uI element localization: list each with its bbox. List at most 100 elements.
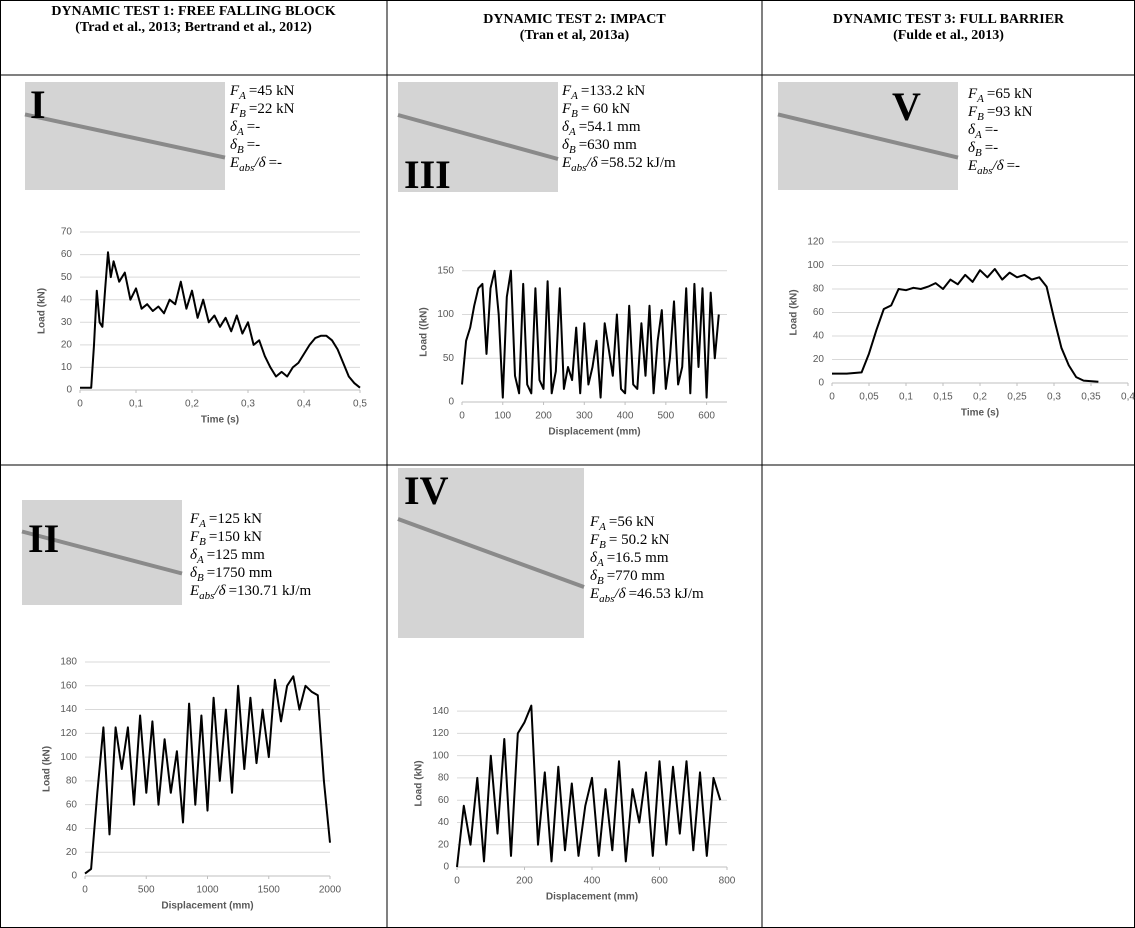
- y-tick-label: 40: [813, 331, 825, 342]
- param-value: =125 kN: [209, 511, 262, 527]
- param-subscript: B: [237, 144, 244, 156]
- y-tick-label: 100: [437, 309, 454, 320]
- x-tick-label: 2000: [319, 885, 342, 896]
- y-tick-label: 50: [443, 353, 455, 364]
- param-value: =-: [247, 119, 260, 135]
- y-axis-label: Load (kN): [789, 289, 800, 335]
- param-subscript: A: [974, 129, 982, 141]
- parameter: FB=22 kN: [229, 101, 295, 119]
- parameter: FA=56 kN: [589, 514, 655, 532]
- param-value: =65 kN: [987, 86, 1033, 102]
- param-subscript: A: [976, 93, 984, 105]
- parameter: FB= 60 kN: [561, 101, 630, 119]
- param-value: =45 kN: [249, 83, 295, 99]
- x-tick-label: 0,4: [297, 399, 311, 410]
- param-value: =93 kN: [987, 104, 1033, 120]
- parameter: δB=1750 mm: [190, 565, 273, 583]
- y-tick-label: 60: [66, 799, 78, 810]
- param-value: =770 mm: [607, 568, 665, 584]
- page: {"table":{"headers":[ {"title":"DYNAMIC …: [0, 0, 1135, 928]
- y-tick-label: 70: [61, 227, 73, 238]
- x-tick-label: 0,35: [1081, 392, 1101, 403]
- param-subscript: B: [599, 539, 606, 551]
- x-tick-label: 0,2: [185, 399, 199, 410]
- y-tick-label: 120: [807, 237, 824, 248]
- y-tick-label: 40: [66, 823, 78, 834]
- param-value: =-: [985, 140, 998, 156]
- param-value: =-: [269, 155, 282, 171]
- x-tick-label: 400: [617, 411, 634, 422]
- param-subscript: abs: [239, 162, 254, 174]
- photo-label: V: [892, 84, 921, 129]
- y-tick-label: 140: [432, 706, 449, 717]
- parameter: δA=-: [230, 119, 260, 137]
- y-tick-label: 180: [60, 657, 77, 668]
- parameter: FA=65 kN: [967, 86, 1033, 104]
- param-suffix: /δ: [253, 155, 266, 171]
- y-tick-label: 120: [60, 728, 77, 739]
- parameter: FB=93 kN: [967, 104, 1033, 122]
- x-tick-label: 400: [584, 876, 601, 887]
- y-tick-label: 20: [61, 339, 73, 350]
- param-subscript: abs: [199, 590, 214, 602]
- parameter: δA=16.5 mm: [590, 550, 669, 568]
- x-tick-label: 300: [576, 411, 593, 422]
- x-tick-label: 0,5: [353, 399, 367, 410]
- y-axis-label: Load (kN): [42, 746, 53, 792]
- parameter: δA=54.1 mm: [562, 119, 641, 137]
- y-tick-label: 0: [66, 385, 72, 396]
- x-tick-label: 0: [82, 885, 88, 896]
- param-subscript: A: [198, 518, 206, 530]
- y-tick-label: 100: [60, 752, 77, 763]
- table-body: IFA=45 kNFB=22 kNδA=-δB=-Eabs/δ=-0102030…: [0, 0, 1135, 928]
- y-tick-label: 100: [807, 260, 824, 271]
- x-tick-label: 0,4: [1121, 392, 1135, 403]
- x-tick-label: 0,2: [973, 392, 987, 403]
- param-value: =22 kN: [249, 101, 295, 117]
- y-tick-label: 40: [61, 294, 73, 305]
- param-subscript: A: [236, 126, 244, 138]
- x-tick-label: 0,1: [129, 399, 143, 410]
- y-tick-label: 80: [66, 776, 78, 787]
- y-tick-label: 100: [432, 750, 449, 761]
- parameter: δB=-: [230, 137, 260, 155]
- y-tick-label: 160: [60, 680, 77, 691]
- x-tick-label: 0,25: [1007, 392, 1027, 403]
- x-tick-label: 0: [829, 392, 835, 403]
- y-tick-label: 150: [437, 265, 454, 276]
- y-tick-label: 20: [813, 354, 825, 365]
- y-tick-label: 0: [448, 397, 454, 408]
- param-suffix: /δ: [585, 155, 598, 171]
- parameter: δA=125 mm: [190, 547, 265, 565]
- x-tick-label: 800: [719, 876, 736, 887]
- param-value: =56 kN: [609, 514, 655, 530]
- photo-label: II: [28, 516, 59, 561]
- parameter: FA=125 kN: [189, 511, 262, 529]
- param-value: =130.71 kJ/m: [229, 583, 312, 599]
- y-tick-label: 0: [71, 871, 77, 882]
- y-tick-label: 30: [61, 317, 73, 328]
- param-subscript: B: [977, 111, 984, 123]
- param-symbol: E: [967, 158, 977, 174]
- param-subscript: abs: [977, 165, 992, 177]
- param-value: = 60 kN: [581, 101, 630, 117]
- y-tick-label: 80: [813, 284, 825, 295]
- x-tick-label: 500: [658, 411, 675, 422]
- param-subscript: B: [239, 108, 246, 120]
- x-tick-label: 0,3: [1047, 392, 1061, 403]
- y-axis-label: Load ((kN): [419, 307, 430, 356]
- x-axis-label: Time (s): [201, 415, 239, 426]
- y-tick-label: 0: [443, 862, 449, 873]
- param-symbol: E: [229, 155, 239, 171]
- parameter: Eabs/δ=46.53 kJ/m: [589, 586, 704, 604]
- param-subscript: B: [597, 575, 604, 587]
- x-tick-label: 500: [138, 885, 155, 896]
- x-axis-label: Displacement (mm): [548, 427, 640, 438]
- param-value: =-: [247, 137, 260, 153]
- param-symbol: E: [561, 155, 571, 171]
- y-tick-label: 80: [438, 773, 450, 784]
- x-axis-label: Time (s): [961, 408, 999, 419]
- y-tick-label: 120: [432, 728, 449, 739]
- y-tick-label: 60: [813, 307, 825, 318]
- y-tick-label: 40: [438, 817, 450, 828]
